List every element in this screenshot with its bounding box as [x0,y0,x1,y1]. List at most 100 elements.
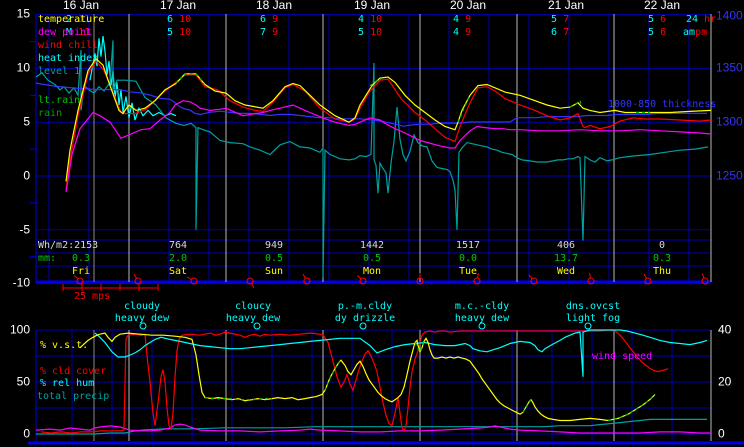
wind-direction-icon [76,277,84,285]
legend-item-total-precip: total precip [37,391,110,402]
precip-value: 2.0 [168,253,188,264]
min-value: 5 [167,27,174,38]
wind-direction-icon [587,277,595,285]
condition-label: p.-m.cldy dy drizzle [334,301,396,324]
temp-24hr-minmax: 4 9 [453,14,471,25]
wind-direction-icon [530,277,538,285]
legend-item-temperature: temperature [38,14,105,25]
min-value: 6 [551,27,558,38]
bottom-right-axis-tick-label: 0 [718,426,725,441]
dew-symbol-icon [253,322,261,330]
min-value: 2 [66,14,73,25]
date-label: 19 Jan [353,0,391,12]
bottom-left-axis-tick-label: 100 [9,322,30,337]
max-value: 10 [370,27,383,38]
max-value: 9 [465,27,472,38]
day-name: Wed [556,266,576,277]
left-axis-tick-label: 5 [23,114,30,129]
ampm-cyan: am [683,27,696,38]
min-value: 6 [167,14,174,25]
bottom-left-axis-tick-label: 50 [16,374,30,389]
dew-symbol-icon [139,322,147,330]
min-value: 5 [551,14,558,25]
legend-item-heat-index: heat index [38,53,99,64]
min-value: M [66,27,73,38]
solar-value: 1517 [455,240,481,251]
solar-value: 1442 [359,240,385,251]
hr24-row-label: 24 hr [686,14,716,25]
max-value: 9 [465,14,472,25]
precip-value: 0.3 [652,253,672,264]
min-value: 5 [648,14,655,25]
temp-24hr-minmax: 5 7 [551,14,569,25]
day-name: Sat [168,266,188,277]
wind-direction-icon [701,277,709,285]
legend-item--rel-hum: % rel hum [40,378,95,389]
max-value: 10 [179,27,192,38]
date-label: 17 Jan [159,0,197,12]
solar-value: 406 [556,240,576,251]
temp-ampm-minmax: 4 9 [453,27,471,38]
wind-direction-icon [359,277,367,285]
condition-label: cloudy heavy dew [114,301,170,324]
solar-value: 949 [264,240,284,251]
max-value: 6 [660,27,667,38]
dew-symbol-icon [584,322,592,330]
legend-item-rain: rain [38,108,63,119]
wind-direction-icon [473,277,481,285]
condition-label: cloucy heavy dew [225,301,281,324]
legend-item-wind-chill: wind chill [38,40,99,51]
precip-value: 0.5 [362,253,382,264]
left-axis-tick-label: 15 [16,6,30,21]
temp-ampm-minmax: M 11 [66,27,90,38]
min-value: 4 [453,27,460,38]
date-label: 20 Jan [449,0,487,12]
min-value: 6 [260,14,267,25]
hr24-red: hr [704,14,717,25]
min-value: 7 [260,27,267,38]
temp-ampm-minmax: 5 10 [167,27,191,38]
solar-value: 764 [168,240,188,251]
precip-value: 0.5 [264,253,284,264]
min-value: 5 [358,27,365,38]
precip-value: 13.7 [553,253,579,264]
temp-ampm-minmax: 7 9 [260,27,278,38]
wind-direction-icon [303,277,311,285]
day-name: Fri [71,266,91,277]
day-name: Tue [458,266,478,277]
bottom-right-axis-tick-label: 40 [718,322,732,337]
ampm-red: pm [695,27,708,38]
condition-label: m.c.-cldy heavy dew [454,301,510,324]
mm-row-label: mm: [38,253,57,264]
max-value: 11 [78,14,91,25]
bottom-right-axis-tick-label: 20 [718,374,732,389]
dew-symbol-icon [478,322,486,330]
max-value: 10 [179,14,192,25]
max-value: 10 [370,14,383,25]
temp-24hr-minmax: 6 9 [260,14,278,25]
max-value: 6 [660,14,667,25]
left-axis-tick-label: -10 [12,275,30,290]
temp-ampm-minmax: 5 10 [358,27,382,38]
thickness-series-label: 1000-850 thickness [608,99,717,110]
right-axis-tick-label: 1300 [716,114,743,129]
temp-24hr-minmax: 4 10 [358,14,382,25]
legend-item-dew-point: dew point [38,27,93,38]
ampm-row-label: ampm [683,27,707,38]
date-label: 18 Jan [255,0,293,12]
min-value: 4 [453,14,460,25]
right-axis-tick-label: 1350 [716,60,743,75]
date-label: 22 Jan [643,0,681,12]
left-axis-tick-label: 0 [23,168,30,183]
max-value: 9 [272,14,279,25]
max-value: 7 [563,27,570,38]
right-axis-tick-label: 1400 [716,8,743,23]
wind-direction-icon [644,277,652,285]
temp-ampm-minmax: 6 7 [551,27,569,38]
wind-scale-label: 25 mps [74,291,111,302]
left-axis-tick-label: -5 [19,222,30,237]
bottom-left-axis-tick-label: 0 [23,426,30,441]
min-value: 5 [648,27,655,38]
